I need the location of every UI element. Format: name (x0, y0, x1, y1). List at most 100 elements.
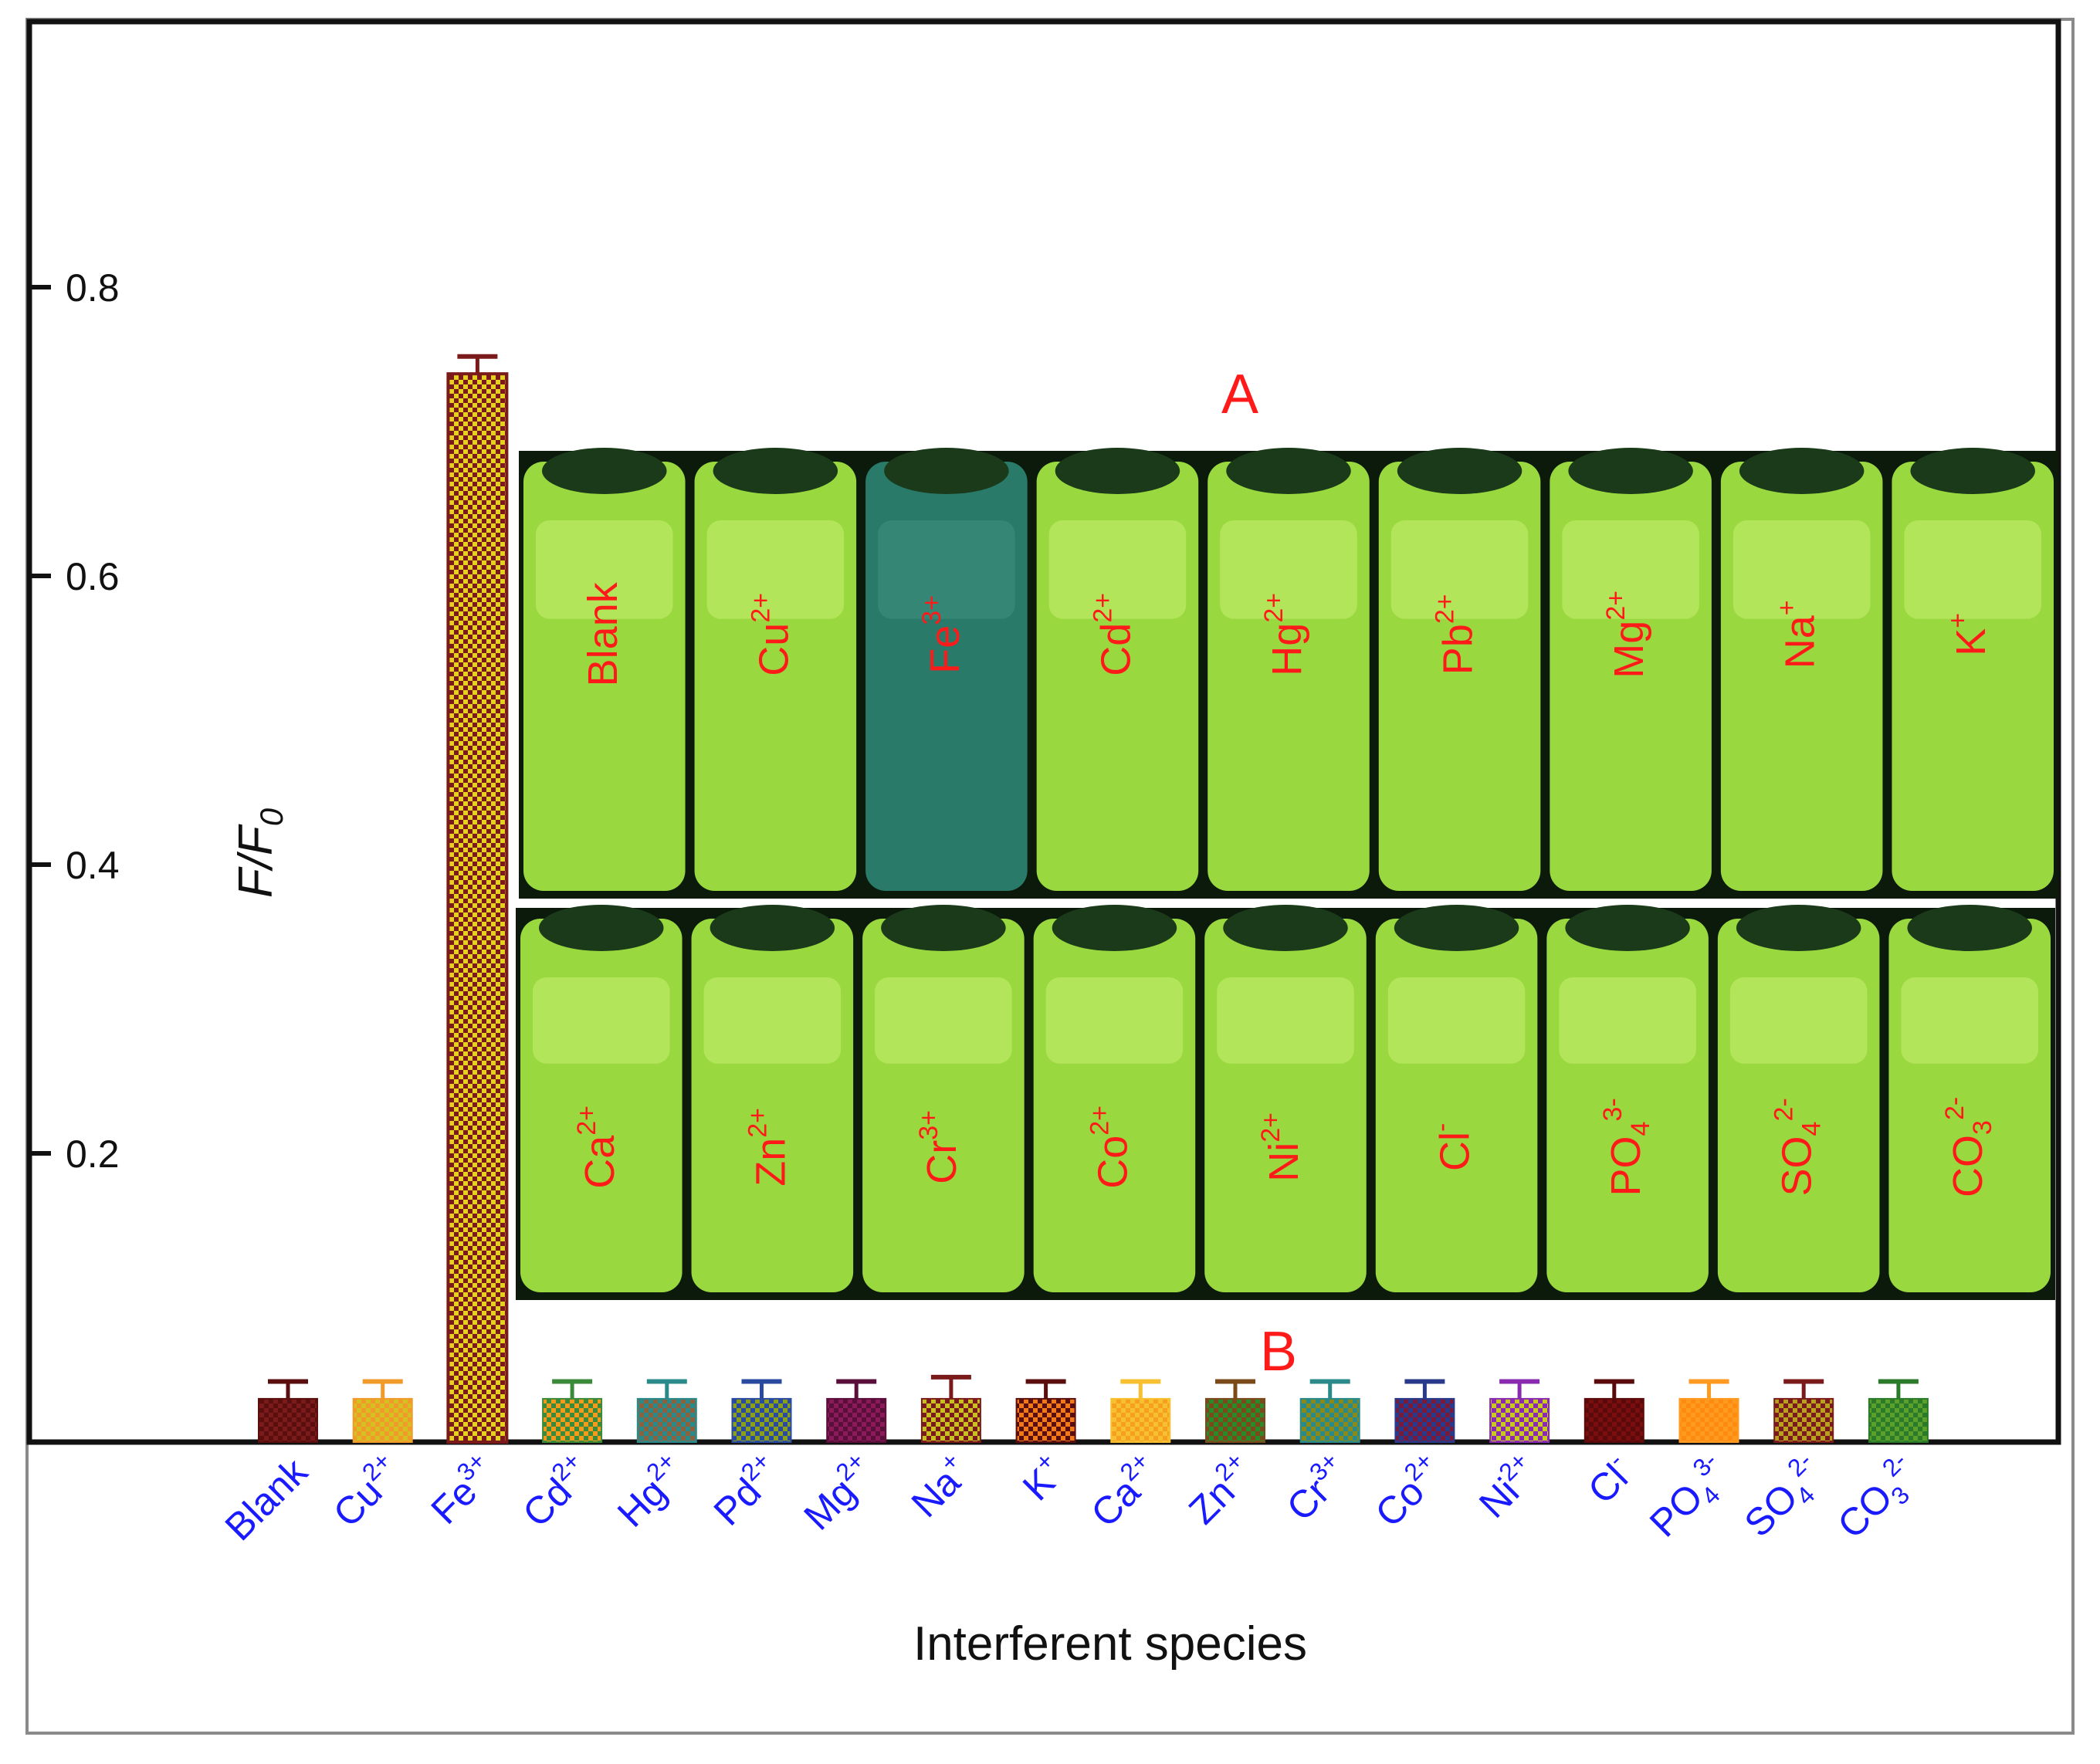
bar-series (258, 354, 1929, 1444)
vial-cap (1055, 448, 1180, 494)
bar (1299, 1397, 1360, 1444)
vial-glow (1390, 520, 1529, 619)
vial-label: Hg2+ (1259, 593, 1310, 676)
vial (1717, 919, 1880, 1292)
vial-label: Zn2+ (743, 1108, 794, 1187)
vial-glow (1217, 977, 1354, 1064)
vial-label-base: Ca (577, 1135, 623, 1189)
vial-label-base: Mg (1606, 621, 1652, 679)
vial-label: Cr3+ (914, 1110, 965, 1184)
vial-label-base: Co (1089, 1136, 1136, 1189)
bar (1110, 1397, 1171, 1444)
vial-label-base: Zn (747, 1138, 794, 1187)
vial-label-base: Na (1777, 615, 1824, 669)
vial-label-superscript: 2+ (1085, 1105, 1114, 1136)
vial-glow (706, 520, 845, 619)
vial (1375, 919, 1538, 1292)
vial-label-superscript: 3+ (917, 595, 947, 625)
vial-glow (1732, 520, 1871, 619)
vial-label-superscript: + (1773, 600, 1802, 615)
vial (1204, 919, 1367, 1292)
vial-label-superscript: 2+ (1259, 593, 1289, 623)
bar (1678, 1397, 1739, 1444)
vial-cap (710, 905, 835, 951)
vial-label: Fe3+ (917, 595, 968, 674)
vial-label-superscript: 2+ (1256, 1112, 1285, 1143)
vial-label-subscript: 4 (1626, 1122, 1655, 1136)
vial-label-superscript: 2+ (1431, 594, 1460, 624)
vial-label-subscript: 4 (1797, 1122, 1827, 1136)
vial-label-base: K (1948, 628, 1994, 656)
vial-label-superscript: 3+ (914, 1110, 943, 1140)
vial-label-superscript: 2+ (746, 593, 775, 623)
bar (920, 1397, 981, 1444)
vial-label-base: Ni (1261, 1143, 1307, 1182)
vial-label-base: Cd (1092, 623, 1139, 676)
y-tick-label: 0.8 (66, 266, 120, 310)
bar (1015, 1397, 1076, 1444)
vial-label: Pb2+ (1431, 594, 1482, 675)
vial-label: PO43- (1598, 1098, 1655, 1196)
vial-photo-inset: Blank Cu2+Fe3+Cd2+Hg2+Pb2+Mg2+Na+K+Ca2+Zn… (516, 448, 2058, 1300)
vial-label-base: CO (1945, 1135, 1991, 1197)
bar (1394, 1397, 1455, 1444)
vial-cap (539, 905, 664, 951)
vial-label-base: SO (1774, 1136, 1821, 1196)
vial-label-base: Pb (1435, 624, 1482, 675)
vial-cap (884, 448, 1009, 494)
bar (1489, 1397, 1550, 1444)
vial-glow (875, 977, 1012, 1064)
vial (1888, 919, 2051, 1292)
y-tick-label: 0.4 (66, 844, 120, 887)
y-tick-label: 0.6 (66, 555, 120, 598)
vial-cap (1568, 448, 1693, 494)
vial-glow (878, 520, 1015, 619)
vial-label: SO42- (1770, 1098, 1827, 1196)
vial-cap (881, 905, 1006, 951)
vial-cap (1565, 905, 1690, 951)
vial-label: Cu2+ (746, 593, 797, 676)
bar (1773, 1397, 1834, 1444)
vial-label-superscript: - (1428, 1123, 1457, 1132)
vial-label: Ni2+ (1256, 1112, 1307, 1182)
y-axis-title-subscript: 0 (253, 808, 290, 826)
vial-label: K+ (1943, 613, 1994, 656)
vial-cap (1223, 905, 1348, 951)
vial-cap (1397, 448, 1522, 494)
panel-label-a: A (1221, 364, 1258, 425)
vial-row-bottom-row: Ca2+Zn2+Cr3+Co2+Ni2+Cl-PO43-SO42-CO32- (516, 905, 2055, 1300)
vial-cap (1907, 905, 2032, 951)
vial-label-superscript: 3- (1598, 1098, 1628, 1121)
vial-label-superscript: 2+ (1088, 593, 1117, 623)
panel-label-b: B (1260, 1321, 1297, 1383)
vial-label: Cd2+ (1088, 593, 1139, 676)
vial-cap (1739, 448, 1865, 494)
vial-cap (1736, 905, 1861, 951)
bar (731, 1397, 792, 1444)
bar (826, 1397, 887, 1444)
vial-label-superscript: 2+ (1601, 591, 1631, 621)
vial-glow (1387, 977, 1526, 1064)
vial-glow (1045, 977, 1184, 1064)
vial-label-base: Hg (1264, 623, 1310, 676)
vial-label-base: Cr (919, 1140, 965, 1184)
vial-glow (1559, 977, 1696, 1064)
bar (636, 1397, 697, 1444)
vial-label-superscript: + (1943, 613, 1973, 628)
vial-cap (1052, 905, 1177, 951)
y-axis-title: F/F0 (229, 808, 290, 898)
vial (862, 919, 1025, 1292)
vial-glow (703, 977, 842, 1064)
vial-glow (1562, 520, 1699, 619)
vial-glow (1904, 520, 2041, 619)
vial-row-top-row: Blank Cu2+Fe3+Cd2+Hg2+Pb2+Mg2+Na+K+ (519, 448, 2058, 899)
bar (1583, 1397, 1644, 1444)
y-tick-label: 0.2 (66, 1133, 120, 1176)
vial-label: Mg2+ (1601, 591, 1652, 679)
bar (352, 1397, 413, 1444)
vial-label-superscript: 2+ (572, 1105, 601, 1136)
vial-label-base: Cu (750, 623, 797, 676)
vial-cap (1226, 448, 1351, 494)
vial-label-superscript: 2- (1770, 1098, 1799, 1121)
